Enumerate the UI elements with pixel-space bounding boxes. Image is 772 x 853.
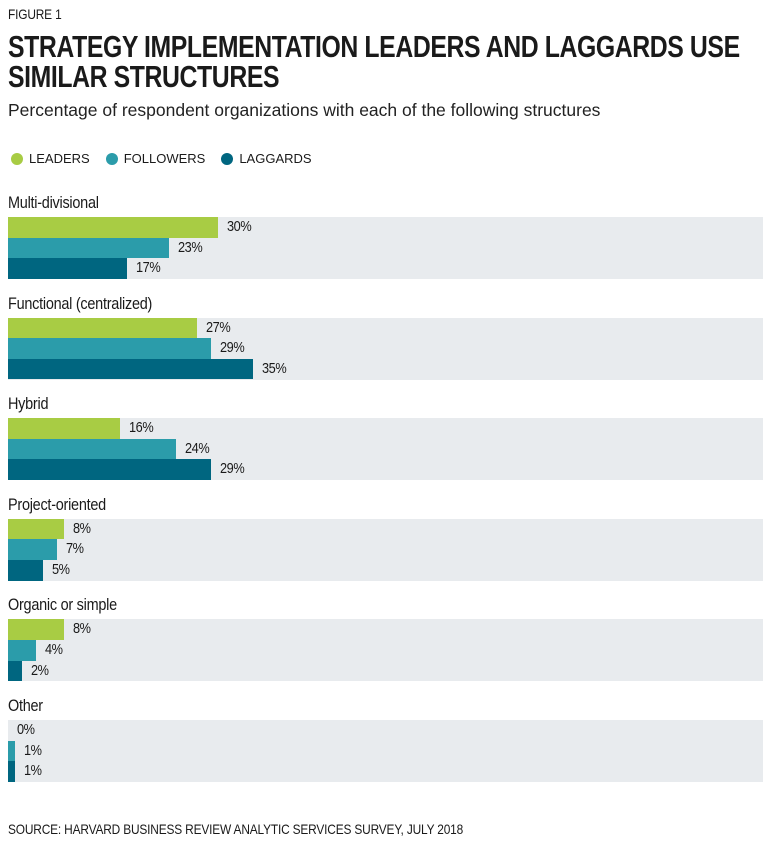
value-label-hybrid-followers: 24% xyxy=(185,439,210,457)
bar-project-oriented-leaders xyxy=(8,518,64,540)
value-label-functional-centralized-followers: 29% xyxy=(220,339,245,357)
value-label-other-followers: 1% xyxy=(24,741,42,759)
value-label-multi-divisional-followers: 23% xyxy=(178,238,203,256)
bar-hybrid-followers xyxy=(8,438,176,460)
category-label-functional-centralized: Functional (centralized) xyxy=(8,293,153,313)
source-note: SOURCE: HARVARD BUSINESS REVIEW ANALYTIC… xyxy=(8,821,464,837)
value-label-hybrid-leaders: 16% xyxy=(129,419,154,437)
value-label-organic-or-simple-followers: 4% xyxy=(45,640,63,658)
category-band-multi-divisional: 30% 23% 17% xyxy=(8,217,763,279)
category-band-project-oriented: 8% 7% 5% xyxy=(8,518,763,581)
chart-title: STRATEGY IMPLEMENTATION LEADERS AND LAGG… xyxy=(8,29,740,94)
bar-other-laggards xyxy=(8,761,15,782)
legend-item-followers: FOLLOWERS xyxy=(105,151,206,166)
bar-functional-centralized-laggards xyxy=(8,358,253,380)
bar-multi-divisional-followers xyxy=(8,237,169,259)
legend-item-leaders: LEADERS xyxy=(11,151,90,166)
bar-multi-divisional-laggards xyxy=(8,258,127,279)
legend-item-laggards: LAGGARDS xyxy=(221,151,312,166)
legend-label-followers: FOLLOWERS xyxy=(123,151,206,166)
bar-project-oriented-laggards xyxy=(8,559,43,581)
category-label-hybrid: Hybrid xyxy=(8,394,49,414)
value-label-multi-divisional-leaders: 30% xyxy=(227,218,252,235)
category-label-project-oriented: Project-oriented xyxy=(8,494,106,514)
figure-label: FIGURE 1 xyxy=(8,6,62,22)
bar-other-followers xyxy=(8,740,15,762)
bar-organic-or-simple-followers xyxy=(8,639,36,661)
value-label-functional-centralized-leaders: 27% xyxy=(206,318,231,336)
legend-label-laggards: LAGGARDS xyxy=(239,151,312,166)
value-label-project-oriented-followers: 7% xyxy=(66,540,84,558)
category-band-other: 0% 1% 1% xyxy=(8,720,763,782)
legend: LEADERS FOLLOWERS LAGGARDS xyxy=(11,151,312,166)
legend-swatch-leaders xyxy=(11,152,23,165)
category-label-multi-divisional: Multi-divisional xyxy=(8,193,99,212)
legend-swatch-laggards xyxy=(221,152,234,165)
bar-organic-or-simple-laggards xyxy=(8,660,22,682)
category-band-functional-centralized: 27% 29% 35% xyxy=(8,317,763,380)
bar-functional-centralized-leaders xyxy=(8,317,197,339)
chart-subtitle: Percentage of respondent organizations w… xyxy=(8,100,601,120)
category-label-organic-or-simple: Organic or simple xyxy=(8,595,117,615)
legend-swatch-followers xyxy=(105,152,118,165)
bar-project-oriented-followers xyxy=(8,539,57,560)
bar-multi-divisional-leaders xyxy=(8,217,218,238)
bar-functional-centralized-followers xyxy=(8,338,211,359)
value-label-project-oriented-laggards: 5% xyxy=(52,560,70,578)
value-label-organic-or-simple-leaders: 8% xyxy=(73,620,91,638)
value-label-multi-divisional-laggards: 17% xyxy=(136,259,161,277)
category-label-other: Other xyxy=(8,696,43,715)
value-label-other-leaders: 0% xyxy=(17,721,35,738)
value-label-hybrid-laggards: 29% xyxy=(220,460,245,478)
bar-organic-or-simple-leaders xyxy=(8,619,64,640)
value-label-project-oriented-leaders: 8% xyxy=(73,519,91,537)
bar-hybrid-leaders xyxy=(8,418,120,439)
legend-label-leaders: LEADERS xyxy=(29,151,90,166)
category-band-hybrid: 16% 24% 29% xyxy=(8,418,763,481)
category-band-organic-or-simple: 8% 4% 2% xyxy=(8,619,763,682)
value-label-other-laggards: 1% xyxy=(24,762,42,780)
bar-hybrid-laggards xyxy=(8,459,211,480)
value-label-functional-centralized-laggards: 35% xyxy=(262,359,287,377)
value-label-organic-or-simple-laggards: 2% xyxy=(31,661,49,679)
